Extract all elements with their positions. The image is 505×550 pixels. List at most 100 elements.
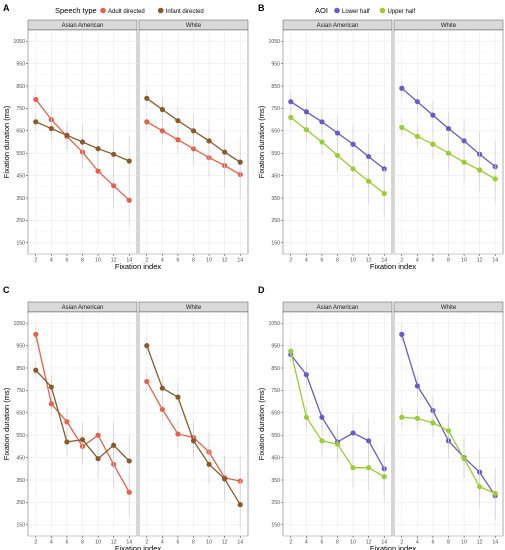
legend: Speech type Adult directed Infant directed [55,6,204,15]
x-tick-label: 12 [111,258,117,264]
y-tick-label: 250 [16,218,25,224]
data-point-lower-half [350,430,356,436]
panel-letter: A [3,3,10,13]
y-tick-label: 850 [16,366,25,372]
y-tick-label: 950 [16,343,25,349]
legend-label: Lower half [342,9,370,15]
legend-label: Upper half [388,9,416,15]
y-tick-label: 850 [16,84,25,90]
data-point-infant-directed [95,146,101,152]
x-tick-label: 2 [145,258,148,264]
y-tick-label: 650 [16,129,25,135]
data-point-upper-half [381,190,387,197]
panel-a: A Speech type Adult directed Infant directe… [2,3,249,271]
data-point-lower-half [461,138,467,144]
data-point-upper-half [288,348,294,354]
y-tick-label: 650 [271,129,280,135]
data-point-infant-directed [111,442,117,448]
data-point-lower-half [303,372,309,378]
panel-b: B AOI Lower half Upper half Fixation duratio… [257,3,504,271]
y-tick-label: 750 [16,388,25,394]
y-tick-label: 1050 [13,321,25,327]
x-tick-label: 14 [381,258,387,264]
data-point-upper-half [445,150,452,156]
x-tick-label: 10 [206,540,212,546]
y-tick-label: 650 [271,411,280,417]
y-tick-label: 950 [16,61,25,67]
x-tick-label: 8 [447,258,450,264]
panel-d: D Fixation duration (ms) 150 250 350 450 550 65… [257,285,504,550]
data-point-upper-half [288,114,294,120]
x-tick-label: 2 [289,258,292,264]
facet-strip-label: Asian American [317,23,359,29]
y-tick-label: 350 [16,196,25,202]
x-tick-label: 2 [145,540,148,546]
x-tick-label: 12 [366,540,372,546]
data-point-infant-directed [48,384,54,390]
y-tick-label: 250 [271,500,280,506]
y-tick-label: 150 [16,241,25,247]
facet-white: White 2 4 6 8 10 12 14 [138,19,249,264]
data-point-upper-half [477,484,483,490]
y-tick-label: 950 [271,61,280,67]
x-tick-label: 6 [431,540,434,546]
data-point-infant-directed [159,385,165,391]
data-point-infant-directed [79,437,86,443]
facet-white: White 2 4 6 8 10 12 14 [393,19,504,264]
data-point-lower-half [414,99,420,105]
x-tick-label: 10 [95,540,101,546]
facet-strip-label: White [186,305,202,311]
x-tick-label: 14 [237,258,243,264]
x-tick-label: 8 [336,540,339,546]
legend-label: Adult directed [108,9,145,15]
x-tick-label: 10 [461,540,467,546]
y-tick-label: 750 [16,106,25,112]
x-tick-label: 2 [400,540,403,546]
x-axis-title: Fixation index [115,262,162,271]
x-tick-label: 6 [431,258,434,264]
data-point-upper-half [366,178,372,184]
y-tick-label: 150 [271,241,280,247]
data-point-adult-directed [175,431,181,437]
x-tick-label: 2 [289,540,292,546]
y-tick-label: 350 [271,196,280,202]
data-point-adult-directed [95,168,101,174]
y-tick-label: 850 [271,84,280,90]
data-point-lower-half [288,99,294,105]
data-point-lower-half [319,414,325,420]
data-point-infant-directed [64,439,70,445]
data-point-adult-directed [33,331,39,337]
y-tick-label: 450 [16,455,25,461]
data-point-lower-half [350,141,356,147]
data-point-infant-directed [222,476,228,482]
data-point-infant-directed [144,95,150,101]
y-tick-label: 450 [271,455,280,461]
legend-key-infant-directed [157,7,164,14]
data-point-upper-half [334,152,341,159]
data-point-upper-half [430,420,436,426]
x-tick-label: 12 [111,540,117,546]
data-point-upper-half [477,167,483,173]
y-tick-label: 750 [271,388,280,394]
data-point-upper-half [350,465,356,471]
x-tick-label: 4 [305,540,308,546]
data-point-adult-directed [64,419,70,425]
y-tick-label: 550 [271,151,280,157]
data-point-infant-directed [190,128,197,134]
facet-white: White 2 4 6 8 10 12 14 [393,301,504,546]
x-tick-label: 14 [237,540,243,546]
data-point-infant-directed [126,458,132,464]
data-point-infant-directed [33,119,39,125]
x-tick-label: 12 [222,540,228,546]
facet-asian-american: Asian American 2 4 6 8 10 12 14 [27,19,138,264]
data-point-upper-half [303,127,309,133]
data-point-adult-directed [190,146,197,152]
legend-label: Infant directed [166,9,204,15]
x-tick-label: 4 [416,540,419,546]
facet-strip-label: Asian American [62,23,104,29]
x-tick-label: 10 [206,258,212,264]
y-axis-title: Fixation duration (ms) [2,105,11,178]
x-axis-title: Fixation index [370,544,417,550]
data-point-lower-half [303,109,309,115]
